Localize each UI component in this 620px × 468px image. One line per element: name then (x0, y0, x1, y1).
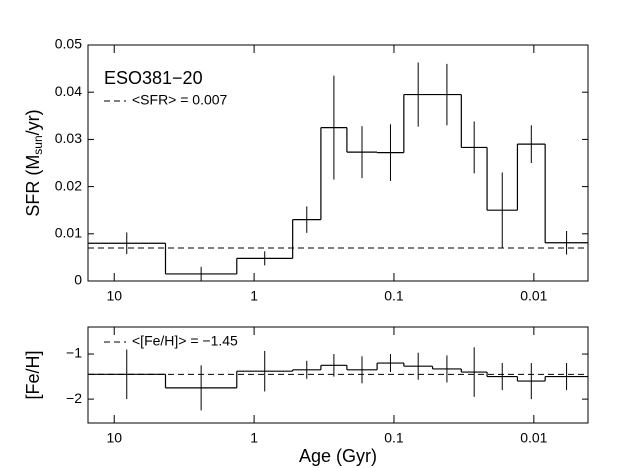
x-tick-label: 0.1 (384, 288, 404, 304)
x-tick-label: 0.01 (520, 430, 547, 446)
plot-frame (87, 326, 589, 424)
y-tick-label: −1 (66, 345, 82, 361)
x-tick-label: 10 (106, 430, 122, 446)
y-axis-label: [Fe/H] (23, 350, 43, 399)
chart-title: ESO381−20 (104, 68, 203, 88)
y-tick-label: 0.01 (55, 225, 82, 241)
y-tick-label: 0.05 (55, 36, 82, 52)
y-axis-label: SFR (Msun/yr) (23, 109, 45, 216)
x-tick-label: 1 (250, 430, 258, 446)
y-axis-label-after: /yr) (23, 109, 43, 135)
legend-label: <SFR> = 0.007 (132, 92, 228, 108)
y-tick-label: 0 (74, 272, 82, 288)
x-tick-label: 10 (106, 288, 122, 304)
plot-frame (87, 44, 589, 282)
x-tick-label: 0.01 (520, 288, 547, 304)
y-tick-label: 0.04 (55, 83, 82, 99)
y-axis-label-text: [Fe/H] (23, 350, 43, 399)
y-tick-label: 0.02 (55, 177, 82, 193)
x-tick-label: 0.1 (384, 430, 404, 446)
y-tick-label: −2 (66, 390, 82, 406)
y-axis-label-text: SFR (M (23, 155, 43, 217)
x-tick-label: 1 (250, 288, 258, 304)
x-axis-label: Age (Gyr) (299, 446, 377, 466)
legend-label: <[Fe/H]> = −1.45 (132, 333, 238, 349)
y-axis-label-sub: sun (31, 135, 45, 154)
y-tick-label: 0.03 (55, 130, 82, 146)
